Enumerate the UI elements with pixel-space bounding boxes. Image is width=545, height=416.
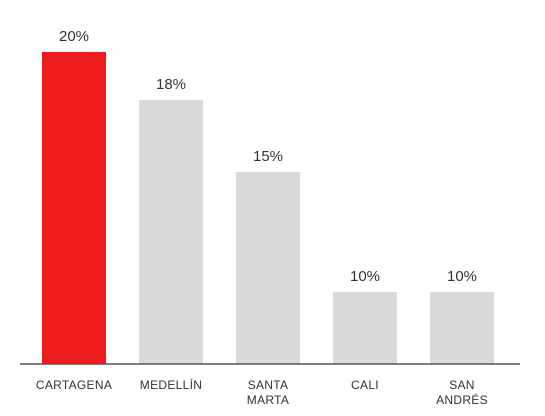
category-labels-group: CARTAGENA MEDELLÍN SANTA MARTA CALI SAN ANDRÉS bbox=[36, 377, 488, 407]
bar-santa-marta bbox=[236, 172, 300, 364]
bar-medellin bbox=[139, 100, 203, 364]
data-label-cali: 10% bbox=[350, 268, 380, 285]
data-label-san-andres: 10% bbox=[447, 268, 477, 285]
data-label-cartagena: 20% bbox=[59, 28, 89, 45]
category-label-cali: CALI bbox=[351, 378, 379, 392]
category-label-san-andres: SAN ANDRÉS bbox=[436, 378, 488, 407]
category-label-cartagena: CARTAGENA bbox=[36, 378, 112, 392]
category-label-line: SAN bbox=[449, 378, 475, 392]
bar-cali bbox=[333, 292, 397, 364]
category-label-medellin: MEDELLÍN bbox=[140, 377, 202, 392]
data-label-santa-marta: 15% bbox=[253, 148, 283, 165]
category-label-line: CALI bbox=[351, 378, 379, 392]
category-label-line: CARTAGENA bbox=[36, 378, 112, 392]
bars-group bbox=[42, 52, 494, 364]
category-label-line: SANTA bbox=[248, 378, 289, 392]
category-label-line: MEDELLÍN bbox=[140, 377, 202, 392]
category-label-line: MARTA bbox=[247, 393, 289, 407]
bar-cartagena bbox=[42, 52, 106, 364]
data-label-medellin: 18% bbox=[156, 76, 186, 93]
category-label-line: ANDRÉS bbox=[436, 392, 488, 407]
category-label-santa-marta: SANTA MARTA bbox=[247, 378, 289, 407]
bar-san-andres bbox=[430, 292, 494, 364]
value-labels-group: 20% 18% 15% 10% 10% bbox=[59, 28, 477, 285]
